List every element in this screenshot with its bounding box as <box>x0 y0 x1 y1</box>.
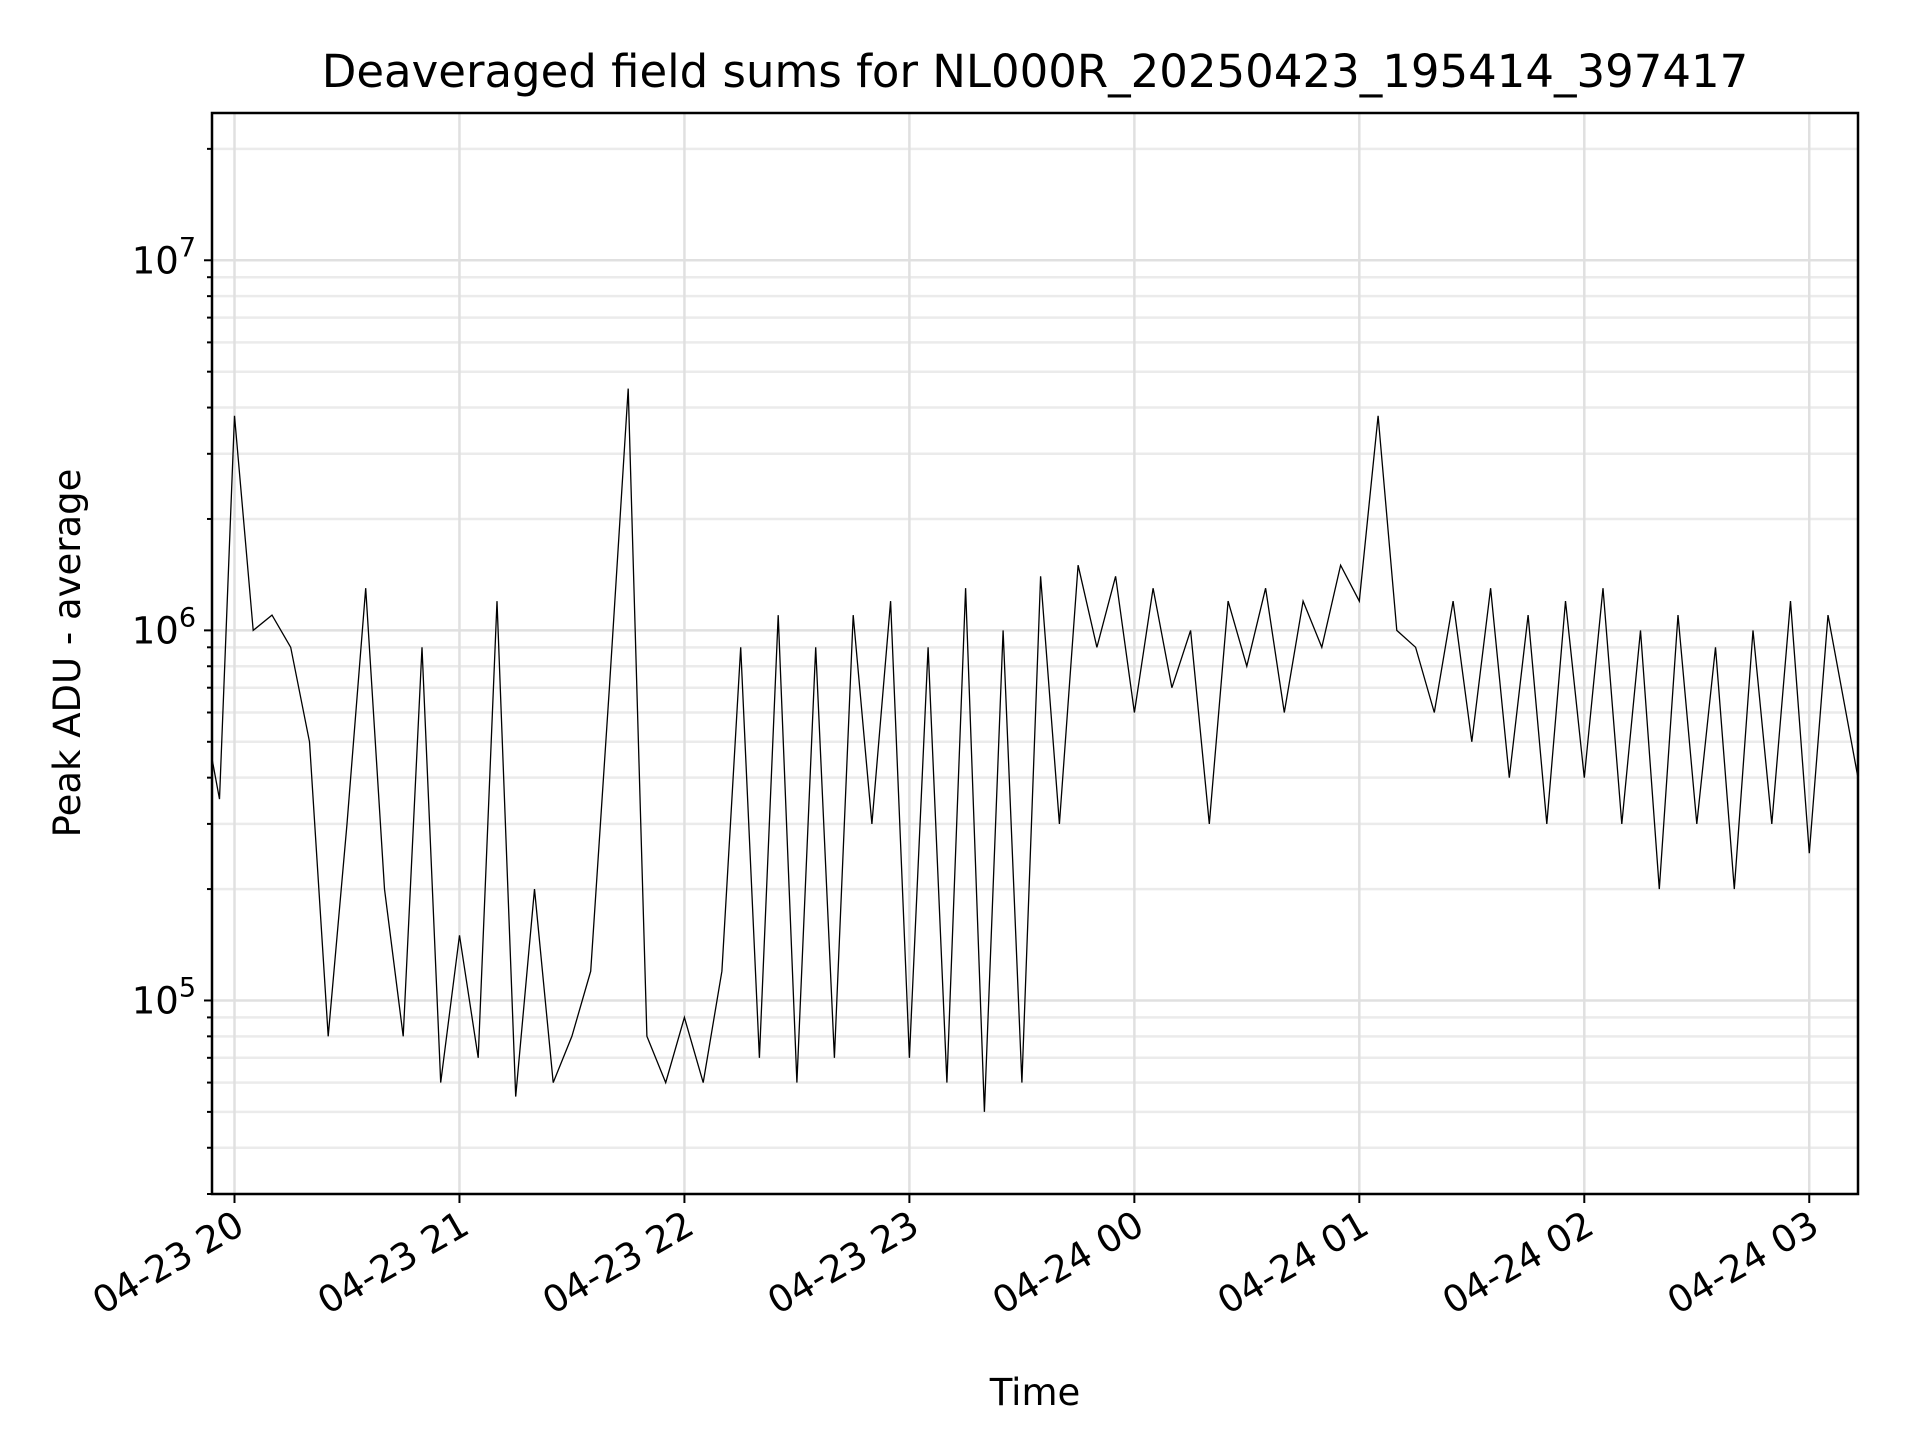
chart-title: Deaveraged field sums for NL000R_2025042… <box>322 45 1749 98</box>
series <box>211 388 1859 1112</box>
y-axis: 105 106 107 <box>132 147 212 1195</box>
y-tick-label: 106 <box>132 602 196 652</box>
x-axis-label: Time <box>989 1371 1081 1414</box>
y-tick-label: 107 <box>132 232 196 282</box>
plot-frame <box>210 111 1860 1196</box>
y-axis-label: Peak ADU - average <box>46 469 89 838</box>
y-tick-label: 105 <box>132 972 196 1022</box>
series-line <box>211 388 1859 1112</box>
